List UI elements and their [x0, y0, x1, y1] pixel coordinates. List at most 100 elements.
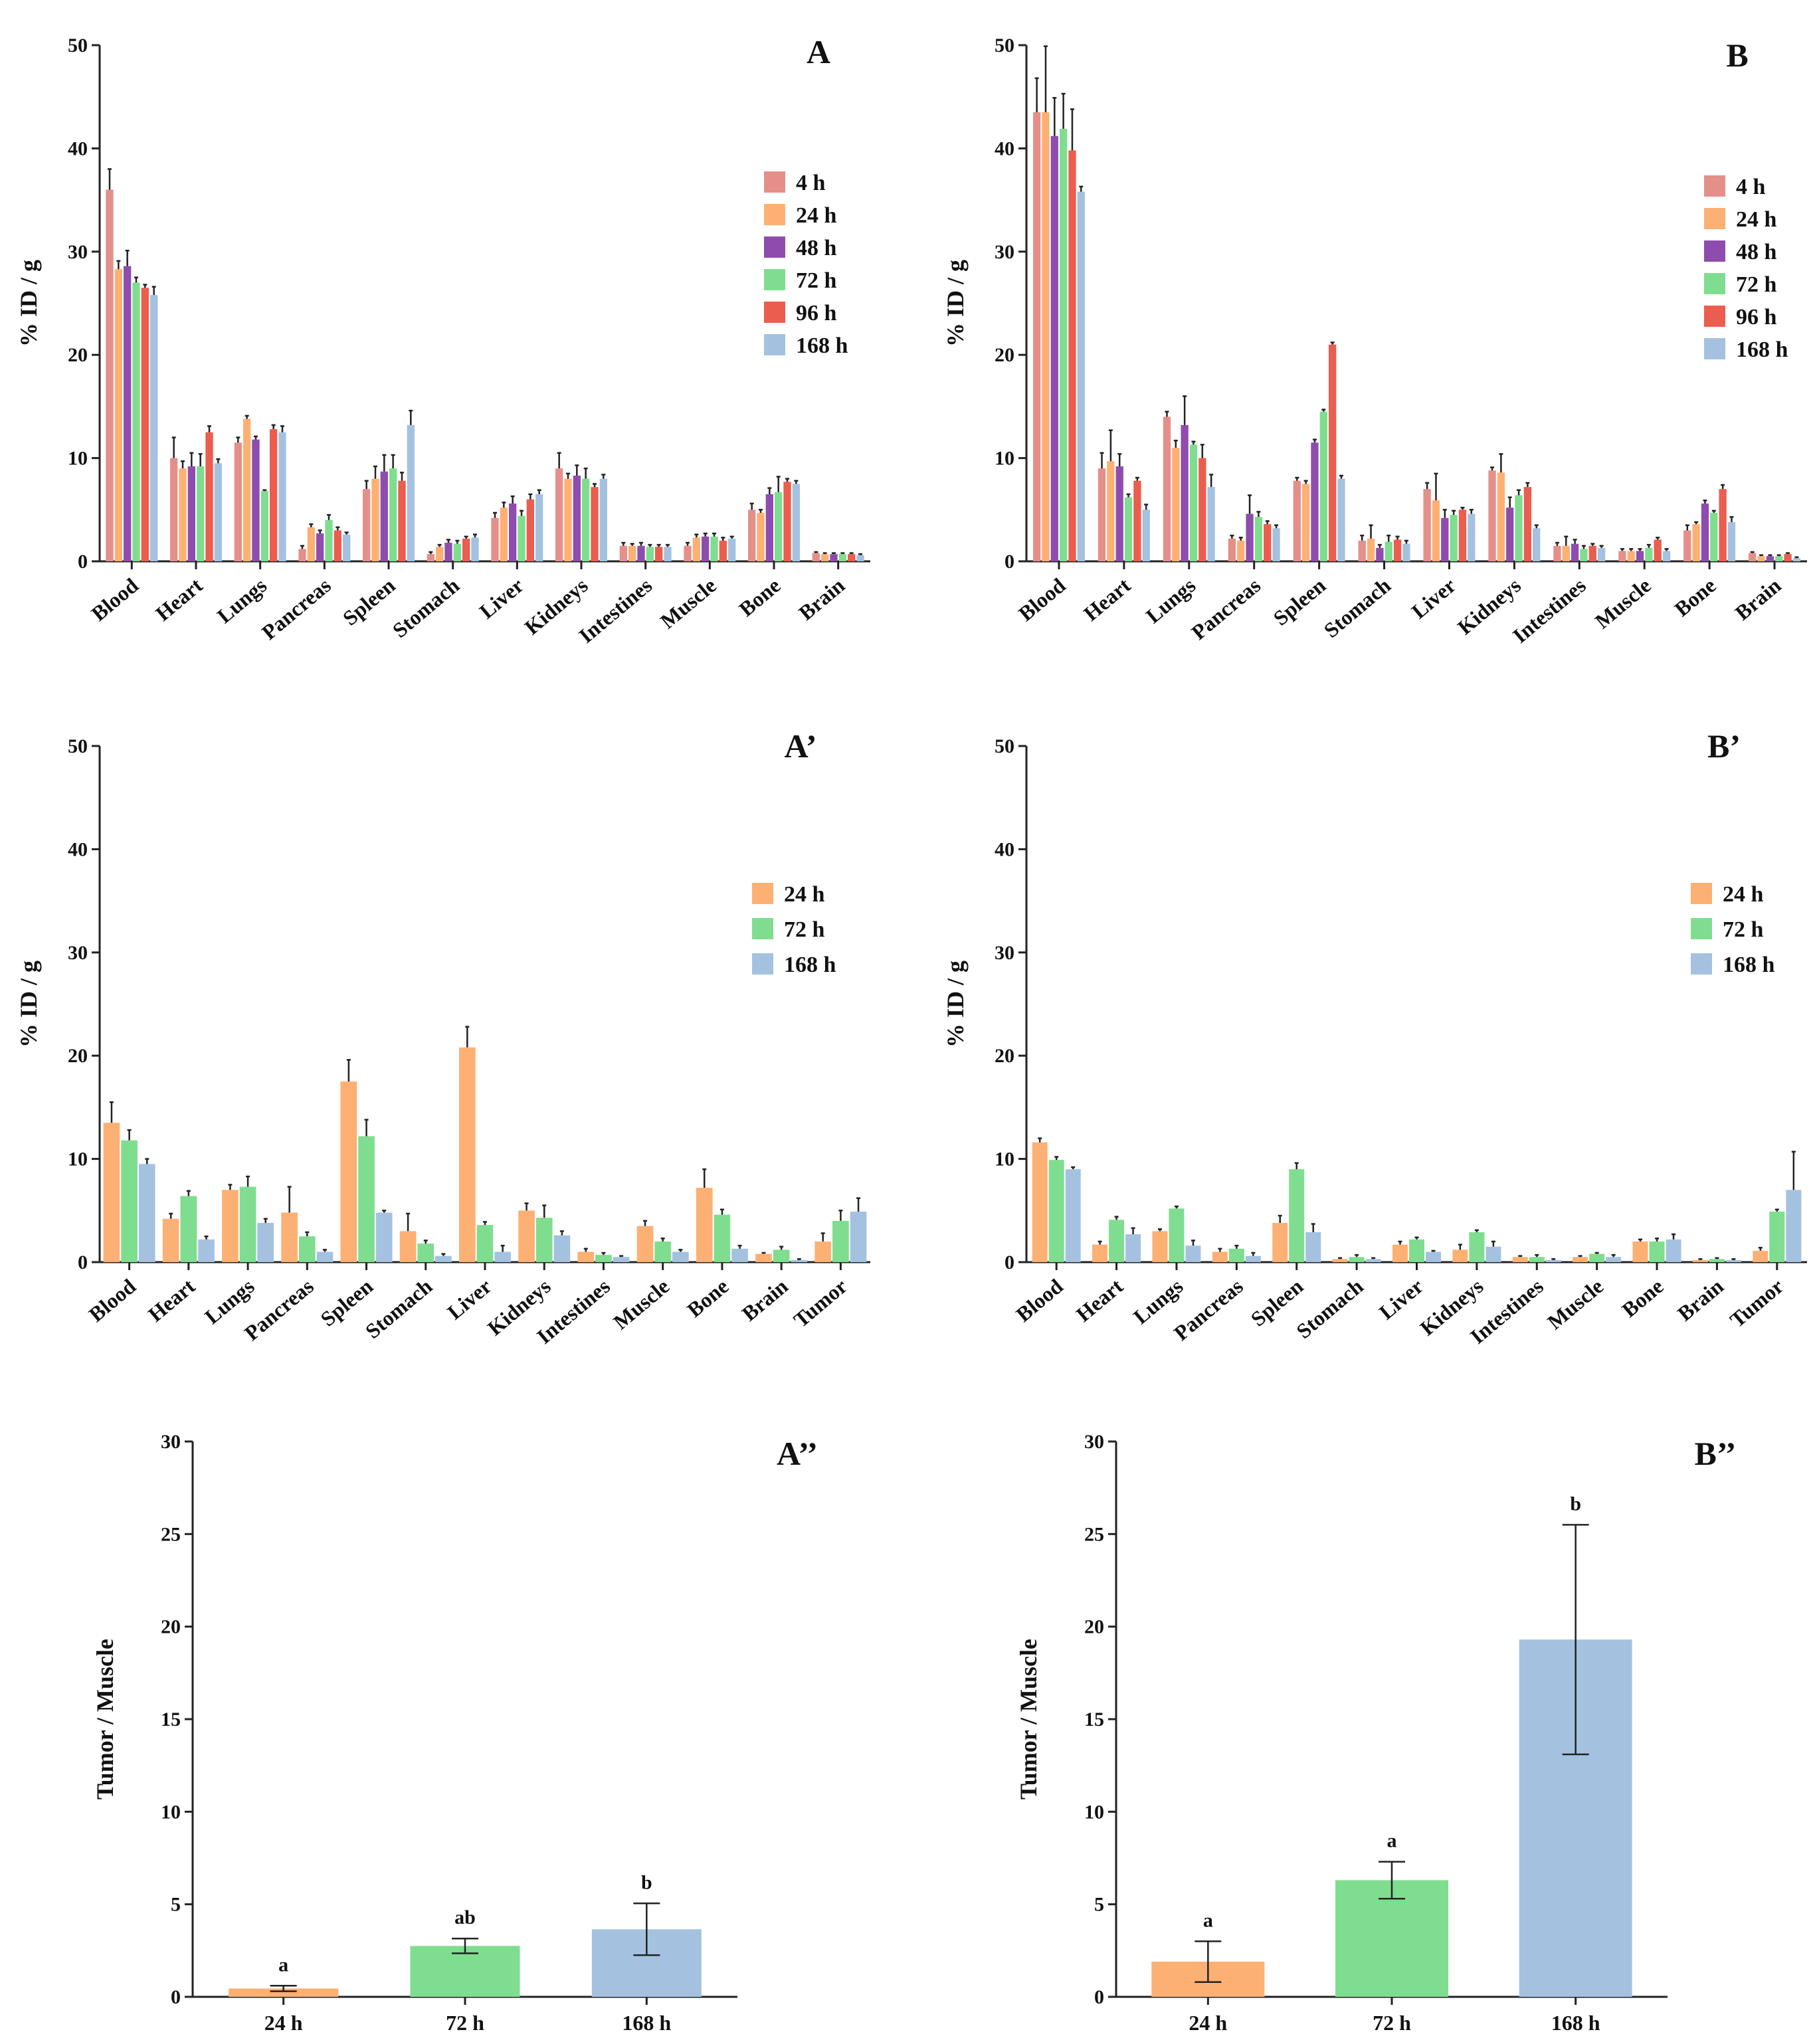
bar [371, 478, 379, 561]
bar [1545, 1259, 1561, 1262]
y-tick-label: 10 [161, 1801, 181, 1823]
legend-swatch [1691, 883, 1712, 904]
bar [1172, 448, 1180, 561]
legend-swatch [1704, 273, 1725, 294]
bar [1710, 512, 1718, 561]
bar [1376, 547, 1384, 561]
bar [399, 1231, 417, 1262]
y-tick-label: 0 [171, 1986, 181, 2008]
bar [459, 1047, 476, 1262]
bar [1393, 539, 1402, 561]
bar [114, 269, 122, 561]
bar [1725, 1259, 1741, 1262]
bar [340, 1081, 357, 1262]
x-tick-label: 72 h [1373, 2011, 1411, 2035]
bar [427, 554, 434, 561]
bar [1042, 112, 1050, 561]
bar [436, 547, 444, 561]
y-tick-label: 10 [1084, 1801, 1104, 1823]
x-tick-label: Muscle [609, 1274, 674, 1334]
y-tick-label: 25 [1084, 1523, 1104, 1545]
bar [491, 517, 499, 561]
bar [1515, 495, 1523, 561]
significance-letter: a [1203, 1909, 1213, 1931]
y-tick-label: 5 [171, 1894, 181, 1916]
bar [471, 537, 479, 561]
bar [518, 1210, 535, 1262]
x-tick-label: Bone [682, 1274, 733, 1322]
bar [1185, 1246, 1201, 1262]
bar [132, 282, 140, 561]
x-tick-label: Brain [737, 1274, 793, 1326]
bar [1589, 1254, 1605, 1262]
bar [1645, 547, 1653, 561]
bar [850, 1211, 867, 1262]
bar [1458, 510, 1467, 561]
bar [1757, 556, 1765, 561]
panel-label: B [1726, 37, 1748, 74]
bar [1328, 344, 1337, 561]
bar [553, 1235, 571, 1262]
panel-B2: 0 5 10 15 20 25 30 Tumor / Muscle B’’ a 24 h a 72 h b… [1015, 1431, 1736, 2035]
bar [654, 1241, 672, 1262]
bar [1237, 540, 1245, 561]
bar [573, 476, 581, 561]
bar [1402, 543, 1410, 561]
bar [1775, 556, 1783, 561]
y-tick-label: 50 [68, 735, 88, 757]
bar [783, 482, 791, 561]
bar [380, 471, 388, 561]
bar [476, 1225, 494, 1262]
bar [1077, 191, 1085, 562]
bar [1666, 1239, 1681, 1262]
bar [1332, 1259, 1348, 1262]
bar [613, 1257, 630, 1262]
panel-A2: 0 5 10 15 20 25 30 Tumor / Muscle A’’ a 24 h ab 72 h… [92, 1431, 818, 2035]
bar [316, 533, 324, 561]
bar [1068, 150, 1076, 561]
y-tick-label: 15 [1084, 1709, 1104, 1730]
significance-letter: a [1387, 1830, 1397, 1852]
y-axis-title: Tumor / Muscle [92, 1639, 118, 1800]
bar [239, 1186, 256, 1262]
legend-label: 72 h [1723, 917, 1764, 942]
bar [138, 1164, 155, 1262]
y-tick-label: 20 [68, 1045, 88, 1067]
bar [619, 545, 627, 561]
bar [1059, 128, 1068, 561]
legend-swatch [764, 334, 785, 355]
bar [535, 1218, 553, 1262]
bar [1753, 1250, 1769, 1262]
y-tick-label: 10 [995, 448, 1014, 470]
bar [1109, 1220, 1125, 1262]
bar [1392, 1244, 1408, 1262]
bar [1032, 112, 1041, 561]
bar [1452, 1250, 1468, 1262]
bar [1719, 489, 1727, 561]
x-tick-label: 72 h [446, 2011, 484, 2035]
bar [180, 1196, 197, 1262]
bar [1198, 458, 1206, 561]
bar [719, 540, 727, 561]
legend-swatch [764, 269, 785, 290]
y-tick-label: 30 [995, 241, 1014, 263]
y-axis-title: % ID / g [15, 260, 42, 347]
bar [1573, 1257, 1588, 1262]
bar [1618, 551, 1626, 561]
bar [1769, 1211, 1785, 1262]
x-tick-label: Blood [1011, 1274, 1068, 1327]
bar [1245, 1255, 1261, 1262]
bar [582, 478, 590, 561]
bar [389, 468, 397, 561]
bar [1488, 470, 1496, 561]
y-tick-label: 20 [995, 1045, 1014, 1067]
bar [1289, 1169, 1305, 1262]
bar [628, 545, 636, 561]
bar [595, 1255, 612, 1262]
x-tick-label: Tumor [789, 1274, 851, 1332]
x-tick-label: 24 h [264, 2011, 303, 2035]
bar [637, 545, 645, 561]
bar [298, 1236, 316, 1262]
